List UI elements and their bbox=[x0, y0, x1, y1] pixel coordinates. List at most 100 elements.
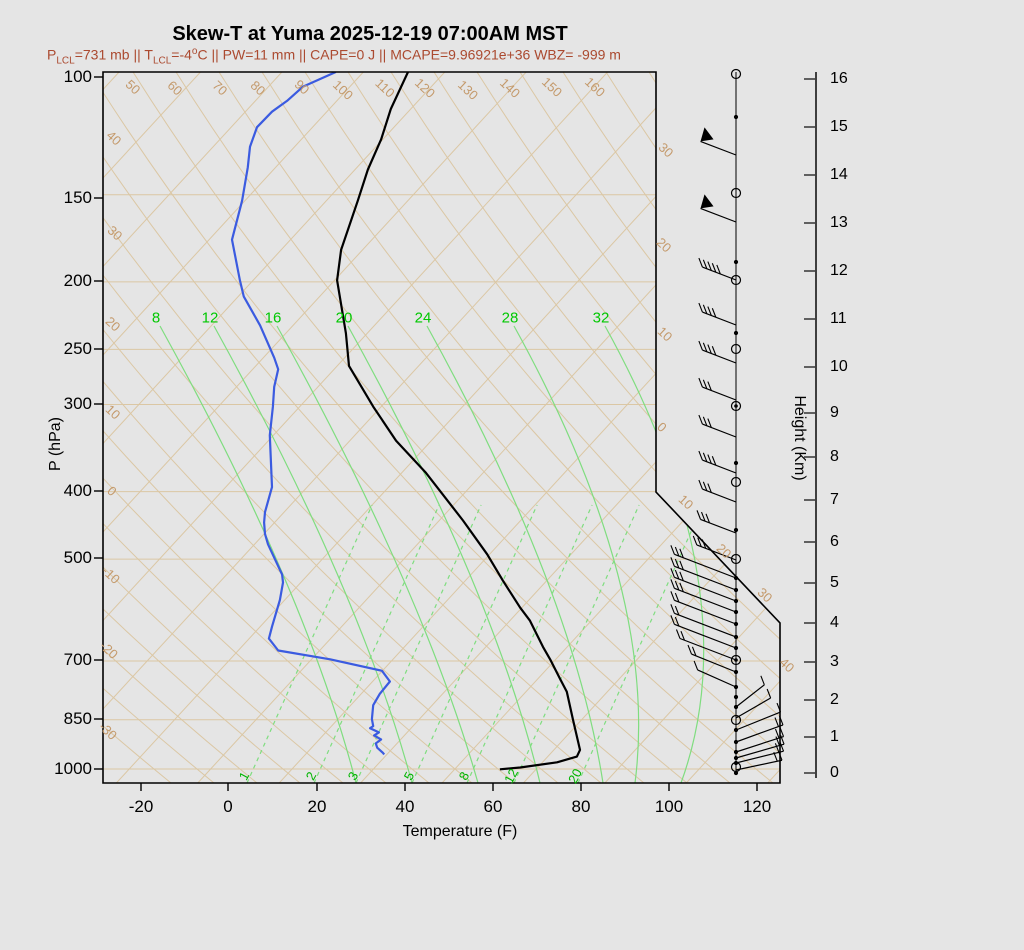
isotherm-line bbox=[360, 72, 780, 783]
level-dot-marker bbox=[733, 694, 739, 700]
wind-barb-tick bbox=[716, 264, 721, 275]
wind-barb-shaft bbox=[702, 349, 737, 364]
pressure-axis-title: P (hPa) bbox=[47, 417, 64, 471]
wind-barb-tick bbox=[679, 582, 684, 592]
dry-adiabat-line bbox=[218, 72, 780, 783]
wind-barb-tick bbox=[698, 257, 703, 268]
wind-barb-tick bbox=[679, 560, 684, 570]
wind-barb-shaft bbox=[696, 544, 737, 561]
dry-adiabat-line bbox=[103, 72, 688, 783]
wind-barb-tick bbox=[687, 644, 693, 655]
moist-adiabat-label: 24 bbox=[414, 309, 432, 327]
moist-adiabat-line bbox=[347, 325, 541, 783]
isotherm-line bbox=[0, 72, 38, 783]
mixing-ratio-line bbox=[577, 504, 704, 783]
level-circled-dot-marker bbox=[730, 654, 742, 666]
wind-barb-tick bbox=[766, 688, 772, 699]
height-tick-label: 11 bbox=[830, 310, 847, 327]
level-circle-marker bbox=[730, 187, 742, 199]
moist-adiabat-label: 8 bbox=[151, 309, 161, 327]
height-tick-label: 8 bbox=[830, 448, 839, 465]
wind-barb-tick bbox=[698, 479, 703, 490]
wind-barb-tick bbox=[670, 615, 675, 625]
temperature-trace bbox=[336, 72, 582, 771]
wind-barb-tick bbox=[700, 511, 706, 522]
wind-barb-shaft bbox=[697, 669, 737, 688]
wind-barb-tick bbox=[707, 306, 712, 316]
temp-tick-label: 120 bbox=[742, 797, 772, 816]
wind-barb-shaft bbox=[679, 637, 737, 661]
isotherm-line bbox=[103, 72, 608, 783]
wind-barb-shaft bbox=[702, 488, 737, 503]
level-dot-marker bbox=[733, 460, 739, 466]
mixing-ratio-line bbox=[513, 504, 640, 783]
wind-barb-shaft bbox=[735, 750, 784, 764]
wind-barb-tick bbox=[679, 548, 684, 558]
dry-adiabat-line bbox=[304, 72, 780, 783]
height-tick-label: 15 bbox=[830, 118, 848, 135]
dry-adiabat-line bbox=[261, 72, 780, 783]
subtitle-segment: =731 mb || bbox=[74, 46, 145, 63]
wind-barb-tick bbox=[707, 261, 712, 271]
height-tick-label: 2 bbox=[830, 691, 839, 708]
wind-barb-tick bbox=[692, 535, 698, 546]
wind-barb-flag bbox=[700, 194, 714, 209]
isotherm-line bbox=[103, 72, 446, 783]
wind-barb-tick bbox=[674, 580, 680, 591]
wind-barb-tick bbox=[674, 569, 680, 580]
temp-tick-label: 20 bbox=[307, 797, 327, 816]
wind-barb-shaft bbox=[700, 207, 737, 223]
isotherm-line bbox=[103, 72, 364, 783]
temp-tick-label: -20 bbox=[128, 797, 154, 816]
mixing-ratio-line bbox=[313, 504, 440, 783]
height-axis-title: Height (Km) bbox=[791, 395, 808, 481]
wind-barb-tick bbox=[707, 418, 712, 428]
dry-adiabat-line bbox=[103, 72, 731, 783]
pressure-tick-label: 1000 bbox=[54, 759, 92, 778]
height-tick-label: 6 bbox=[830, 533, 839, 550]
wind-barb-tick bbox=[711, 263, 717, 273]
wind-barb-tick bbox=[779, 727, 785, 737]
wind-barb-shaft bbox=[735, 759, 783, 771]
height-tick-label: 7 bbox=[830, 491, 839, 508]
wind-barb-column bbox=[670, 68, 785, 776]
height-tick-label: 4 bbox=[830, 614, 839, 631]
level-circle-marker bbox=[730, 714, 742, 726]
moist-adiabat-label: 32 bbox=[592, 309, 610, 327]
pressure-tick-label: 100 bbox=[63, 67, 92, 86]
dry-adiabat-line bbox=[691, 72, 780, 783]
wind-barb-tick bbox=[702, 304, 708, 315]
wind-barb-tick bbox=[775, 736, 780, 746]
isotherm-line bbox=[278, 72, 780, 783]
level-dot-marker bbox=[733, 770, 739, 776]
height-tick-label: 14 bbox=[830, 166, 848, 183]
wind-barb-tick bbox=[705, 513, 710, 524]
x-axis-title: Temperature (F) bbox=[402, 823, 518, 840]
wind-barb-shaft bbox=[700, 518, 737, 534]
height-tick-label: 3 bbox=[830, 653, 839, 670]
wind-barb-tick bbox=[698, 377, 703, 388]
wind-barb-tick bbox=[670, 604, 675, 614]
wind-barb-shaft bbox=[674, 553, 737, 579]
mixing-ratio-line bbox=[246, 504, 373, 783]
dry-adiabat-line bbox=[390, 72, 780, 783]
dry-adiabat-line bbox=[519, 72, 780, 783]
wind-barb-tick bbox=[693, 660, 699, 671]
pressure-tick-label: 150 bbox=[63, 188, 92, 207]
wind-barb-shaft bbox=[674, 576, 737, 602]
height-tick-label: 10 bbox=[830, 358, 848, 375]
wind-barb-tick bbox=[680, 631, 685, 641]
isotherm-line bbox=[103, 72, 690, 783]
wind-barb-shaft bbox=[735, 724, 784, 743]
subtitle-segment: C || PW=11 mm || CAPE=0 J || MCAPE=9.969… bbox=[197, 46, 621, 63]
subtitle-segment: LCL bbox=[152, 55, 172, 67]
wind-barb-tick bbox=[698, 414, 703, 425]
wind-barb-tick bbox=[674, 616, 680, 627]
wind-barb-tick bbox=[698, 450, 703, 461]
wind-barb-tick bbox=[711, 456, 717, 466]
level-circle-marker bbox=[730, 274, 742, 286]
wind-barb-tick bbox=[674, 605, 680, 616]
temp-tick-label: 80 bbox=[571, 797, 591, 816]
sounding-traces bbox=[230, 72, 582, 771]
